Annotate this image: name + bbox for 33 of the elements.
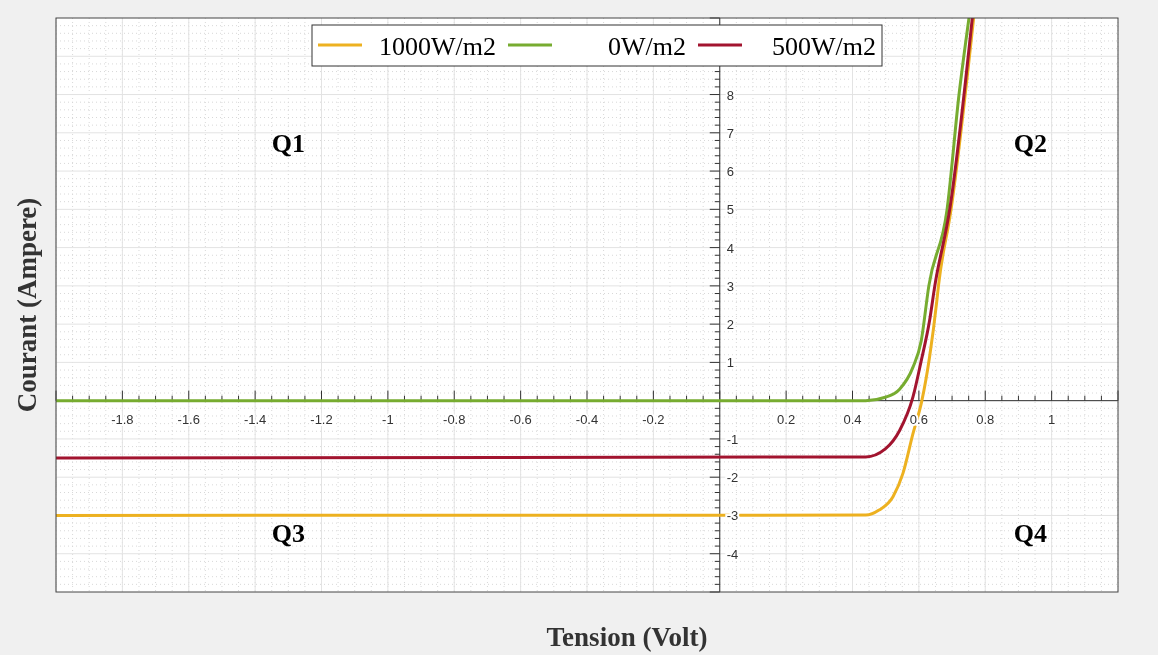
y-tick-label: 7 — [726, 125, 734, 141]
y-tick-label: 1 — [726, 355, 734, 371]
y-tick-label: 5 — [726, 202, 734, 218]
x-tick-label: -1 — [382, 411, 394, 427]
y-tick-label: 6 — [726, 164, 734, 180]
legend-label: 0W/m2 — [608, 32, 686, 61]
legend-label: 500W/m2 — [772, 32, 876, 61]
y-tick-label: 2 — [726, 317, 734, 333]
y-tick-label: -1 — [726, 431, 739, 447]
x-tick-label: -1.6 — [177, 411, 200, 427]
x-tick-label: -1.4 — [243, 411, 267, 427]
y-tick-label: 8 — [726, 87, 734, 103]
x-tick-label: -1.8 — [111, 411, 134, 427]
y-tick-label: 3 — [726, 278, 734, 294]
x-tick-label: -0.6 — [509, 411, 532, 427]
annotation: Q3 — [271, 519, 305, 549]
x-tick-label: 1 — [1048, 411, 1056, 427]
y-tick-label: -4 — [726, 546, 739, 562]
legend-label: 1000W/m2 — [379, 32, 496, 61]
x-tick-label: 0.8 — [976, 411, 995, 427]
x-tick-label: -0.2 — [642, 411, 665, 427]
x-tick-label: -0.8 — [443, 411, 466, 427]
annotation: Q4 — [1013, 519, 1047, 549]
y-tick-label: 4 — [726, 240, 734, 256]
annotation: Q2 — [1013, 128, 1047, 158]
annotation: Q1 — [271, 128, 305, 158]
x-tick-label: -1.2 — [310, 411, 333, 427]
y-tick-label: -2 — [726, 470, 739, 486]
x-axis-title: Tension (Volt) — [546, 622, 708, 652]
x-tick-label: -0.4 — [575, 411, 599, 427]
x-tick-label: 0.4 — [843, 411, 862, 427]
x-tick-label: 0.2 — [777, 411, 796, 427]
y-axis-title: Courant (Ampere) — [12, 197, 42, 413]
